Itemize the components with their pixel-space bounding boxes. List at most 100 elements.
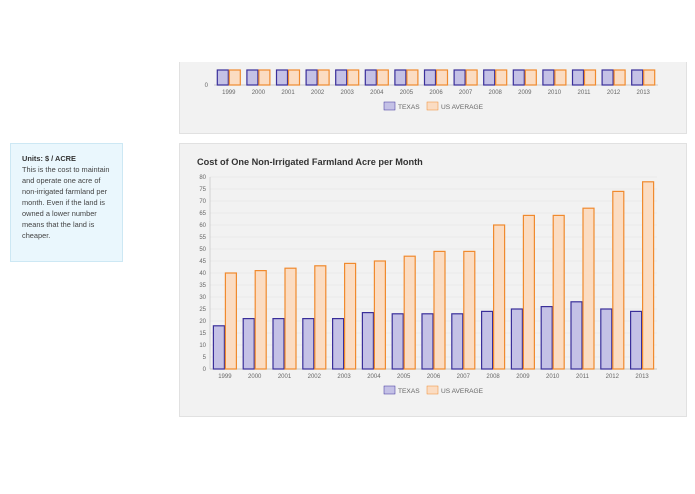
top-bar-us-average-2000 [258,69,271,86]
legend-label-us-average: US AVERAGE [441,388,484,395]
top-bar-us-average-2011 [583,69,597,86]
y-tick-label: 55 [199,235,206,241]
x-tick-label: 2003 [337,374,351,380]
y-tick-label: 15 [199,331,206,337]
top-x-tick-label: 2008 [489,90,503,96]
top-x-tick-label: 2011 [578,90,592,96]
top-bar-us-average-2003 [347,69,360,86]
top-bar-texas-2013 [631,69,644,86]
top-x-tick-label: 2006 [429,90,443,96]
top-bar-texas-2001 [275,69,289,86]
y-tick-label: 75 [199,187,206,193]
y-tick-label: 10 [199,343,206,349]
x-tick-label: 2000 [248,374,262,380]
y-tick-label: 25 [199,307,206,313]
top-bar-texas-2004 [364,69,377,86]
y-tick-label: 50 [199,247,206,253]
x-tick-label: 1999 [218,374,232,380]
top-x-tick-label: 2001 [281,90,295,96]
top-x-tick-label: 2007 [459,90,473,96]
top-bar-texas-2010 [542,69,555,86]
bar-texas-2001 [272,318,285,370]
y-tick-label: 45 [199,259,206,265]
top-bar-us-average-2006 [435,69,449,86]
top-bar-us-average-2002 [317,69,330,86]
chart-title: Cost of One Non-Irrigated Farmland Acre … [197,157,423,167]
bar-us-average-2006 [433,250,446,370]
top-bar-us-average-2004 [376,69,389,86]
top-bar-texas-2007 [453,69,466,86]
top-bar-us-average-2013 [643,69,656,86]
y-tick-label: 5 [203,355,207,361]
x-tick-label: 2004 [367,374,381,380]
bar-texas-2002 [302,318,315,370]
bar-us-average-2011 [582,207,595,370]
top-bar-texas-2003 [335,69,348,86]
bar-us-average-2008 [493,224,506,370]
x-tick-label: 2009 [516,374,530,380]
y-tick-label: 0 [203,367,207,373]
top-bar-texas-2008 [483,69,496,86]
x-tick-label: 2013 [635,374,649,380]
x-tick-label: 2005 [397,374,411,380]
units-label: Units: $ / ACRE [22,154,76,163]
y-tick-label: 60 [199,223,206,229]
bar-texas-2012 [600,308,613,370]
bar-texas-2006 [421,313,434,370]
x-tick-label: 2002 [308,374,322,380]
bar-us-average-2010 [552,214,565,370]
y-tick-label: 70 [199,199,206,205]
bar-texas-2000 [242,318,255,370]
top-bar-us-average-2008 [495,69,508,86]
top-x-tick-label: 2013 [637,90,651,96]
bar-us-average-2003 [344,262,357,370]
bar-us-average-2013 [641,181,655,370]
top-bar-texas-2000 [246,69,259,86]
top-y-zero-label: 0 [205,83,209,89]
top-bar-us-average-2007 [465,69,478,86]
bar-us-average-2005 [403,255,416,370]
x-tick-label: 2001 [278,374,292,380]
y-tick-label: 35 [199,283,206,289]
top-bar-texas-2011 [571,69,585,86]
bar-texas-2011 [570,301,583,370]
x-tick-label: 2007 [457,374,471,380]
top-bar-us-average-2001 [287,69,301,86]
top-bar-texas-2006 [423,69,437,86]
top-x-tick-label: 2004 [370,90,384,96]
bar-us-average-2009 [522,214,536,370]
top-x-tick-label: 2000 [252,90,266,96]
bar-us-average-2007 [463,250,476,370]
legend-label-texas: TEXAS [398,388,420,395]
bar-us-average-2002 [314,265,327,370]
units-info-box: Units: $ / ACRE This is the cost to main… [10,143,123,262]
bar-texas-2007 [451,313,464,370]
y-tick-label: 80 [199,175,206,181]
top-x-tick-label: 2012 [607,90,621,96]
top-x-tick-label: 2005 [400,90,414,96]
units-description: This is the cost to maintain and operate… [22,165,110,240]
bar-texas-1999 [212,325,225,370]
y-tick-label: 40 [199,271,206,277]
bar-texas-2009 [510,308,523,370]
top-bar-us-average-2012 [613,69,626,86]
top-legend-label-us-average: US AVERAGE [441,104,484,111]
legend-swatch-texas [383,385,396,395]
legend-swatch-us-average [426,385,439,395]
top-legend-label-texas: TEXAS [398,104,420,111]
y-tick-label: 65 [199,211,206,217]
x-tick-label: 2006 [427,374,441,380]
bar-us-average-2012 [612,190,625,370]
top-bar-us-average-2005 [406,69,419,86]
top-x-tick-label: 2002 [311,90,325,96]
top-bar-texas-2012 [601,69,614,86]
top-legend-swatch-texas [383,101,396,111]
top-bar-us-average-2009 [524,69,537,86]
top-x-tick-label: 2009 [518,90,532,96]
top-legend-swatch-us-average [426,101,439,111]
bar-texas-2003 [332,318,345,370]
top-x-tick-label: 1999 [222,90,236,96]
bar-texas-2004 [361,312,374,370]
bar-texas-2005 [391,313,404,370]
bar-us-average-2001 [284,267,297,370]
